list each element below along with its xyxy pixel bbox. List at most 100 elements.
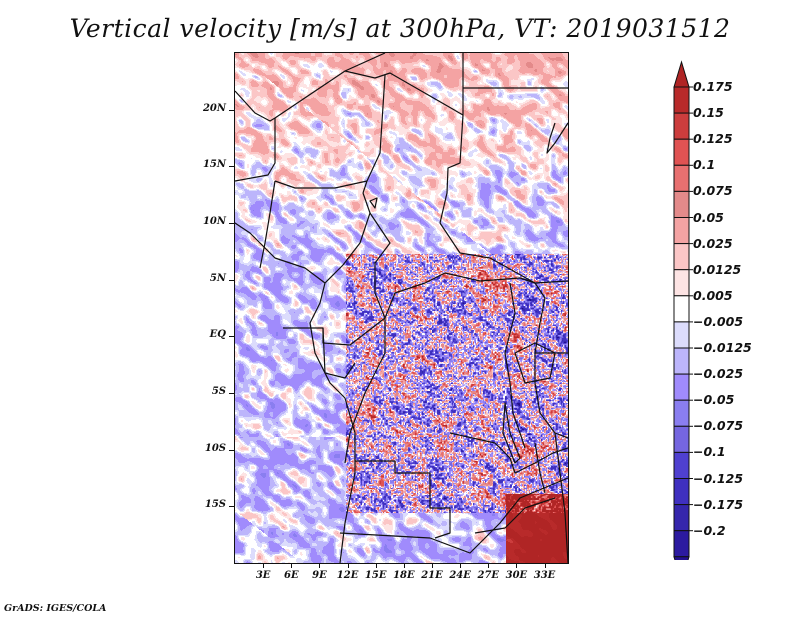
y-tick-label: EQ <box>209 329 226 341</box>
colorbar-label: −0.0125 <box>693 340 752 355</box>
colorbar-segment <box>673 269 690 297</box>
vertical-velocity-field <box>235 53 568 563</box>
border-chad-sudan <box>439 114 464 224</box>
colorbar-segment <box>673 112 690 140</box>
x-tick-label: 3E <box>255 570 271 581</box>
colorbar-segment <box>673 399 690 427</box>
x-tick-mark <box>431 563 433 568</box>
border-drc-angola <box>355 460 450 509</box>
colorbar-label: −0.005 <box>693 313 744 329</box>
colorbar-segment <box>673 321 690 349</box>
colorbar-segment <box>673 190 690 218</box>
colorbar-label: −0.125 <box>693 470 744 486</box>
colorbar-label: −0.1 <box>693 444 726 460</box>
y-tick-label: 20N <box>202 102 226 114</box>
border-sudan-south <box>439 222 568 284</box>
border-coast-central <box>309 282 356 563</box>
x-tick-mark <box>460 563 462 568</box>
colorbar-label: 0.075 <box>693 183 733 199</box>
colorbar-label: 0.025 <box>693 235 733 251</box>
map-plot-area <box>235 53 568 563</box>
y-tick-mark <box>229 506 234 508</box>
x-tick-label: 33E <box>533 570 556 581</box>
border-drc-zambia <box>449 432 568 474</box>
x-tick-label: 6E <box>283 570 299 581</box>
y-tick-mark <box>229 393 234 394</box>
border-algeria-niger <box>235 53 386 122</box>
border-uganda-kenya <box>534 282 568 354</box>
x-tick-mark <box>516 563 518 568</box>
x-tick-label: 30E <box>505 570 528 581</box>
x-tick-label: 15E <box>364 570 387 581</box>
border-mozambique <box>554 432 568 563</box>
y-tick-mark <box>229 279 234 281</box>
y-tick-mark <box>229 336 234 338</box>
colorbar-segment <box>673 478 690 506</box>
x-tick-mark <box>263 563 265 568</box>
colorbar-segment <box>673 530 690 558</box>
colorbar-label: 0.0125 <box>693 261 742 277</box>
colorbar-segment <box>673 504 690 532</box>
colorbar-label: 0.125 <box>693 131 733 147</box>
colorbar-label: 0.1 <box>693 157 716 173</box>
x-tick-mark <box>488 563 490 568</box>
border-nigeria-benin <box>259 180 276 269</box>
x-tick-mark <box>375 563 377 568</box>
y-tick-label: 10S <box>204 442 226 454</box>
red-sea-coast <box>546 122 568 154</box>
x-tick-label: 21E <box>421 570 443 581</box>
colorbar-segment <box>673 138 690 166</box>
lake-chad <box>369 197 378 209</box>
colorbar-label: −0.025 <box>693 366 744 382</box>
x-tick-label: 27E <box>477 570 500 581</box>
x-tick-label: 9E <box>312 570 327 581</box>
country-borders <box>235 53 568 563</box>
colorbar-graphic <box>673 60 693 584</box>
y-tick-mark <box>229 109 234 111</box>
grads-credit: GrADS: IGES/COLA <box>4 603 107 614</box>
border-angola-namibia <box>339 477 568 554</box>
colorbar-label: −0.175 <box>693 496 744 512</box>
x-tick-label: 12E <box>336 570 359 581</box>
colorbar-label: −0.05 <box>693 392 735 408</box>
lake-tanganyika <box>502 402 521 464</box>
colorbar-label: 0.15 <box>693 105 724 121</box>
x-tick-mark <box>403 563 405 568</box>
y-tick-label: 10N <box>202 216 226 227</box>
colorbar-label: 0.005 <box>693 287 733 303</box>
border-niger-libya <box>344 70 464 116</box>
colorbar-upper-arrow <box>673 60 690 88</box>
y-tick-label: 15N <box>202 159 226 171</box>
border-nigeria-cameroon <box>324 192 371 284</box>
y-tick-label: 15S <box>204 499 226 511</box>
border-angola-east <box>434 508 451 539</box>
x-tick-mark <box>291 563 293 568</box>
border-cameroon-car <box>369 212 391 319</box>
border-coast-westafrica <box>235 222 326 284</box>
x-tick-label: 18E <box>393 570 415 581</box>
colorbar: 0.175 0.15 0.125 0.1 0.075 0.05 0.025 0.0125 0.0… <box>660 60 780 584</box>
border-niger-west <box>235 118 276 182</box>
x-tick-label: 24E <box>449 570 471 581</box>
colorbar-segment <box>673 217 690 245</box>
chart-title: Vertical velocity [m/s] at 300hPa, VT: 2… <box>69 14 731 43</box>
border-gabon <box>283 317 386 346</box>
y-tick-mark <box>229 449 234 451</box>
y-tick-mark <box>229 166 234 168</box>
border-zambia-zimbabwe <box>474 497 556 534</box>
colorbar-segment <box>673 425 690 453</box>
y-tick-label: 5N <box>209 272 226 284</box>
colorbar-label: −0.2 <box>693 522 726 538</box>
border-niger-nigeria <box>274 180 368 189</box>
lake-victoria <box>514 342 556 384</box>
y-tick-mark <box>229 223 234 224</box>
colorbar-label: −0.075 <box>693 418 744 434</box>
colorbar-segment <box>673 164 690 192</box>
border-gabon-congo <box>322 327 356 379</box>
x-tick-mark <box>319 563 321 568</box>
y-tick-label: 5S <box>211 386 226 397</box>
border-tanzania <box>534 353 568 439</box>
border-niger-chad <box>362 74 386 194</box>
border-congo-drc <box>344 318 386 464</box>
colorbar-segment <box>673 373 690 401</box>
